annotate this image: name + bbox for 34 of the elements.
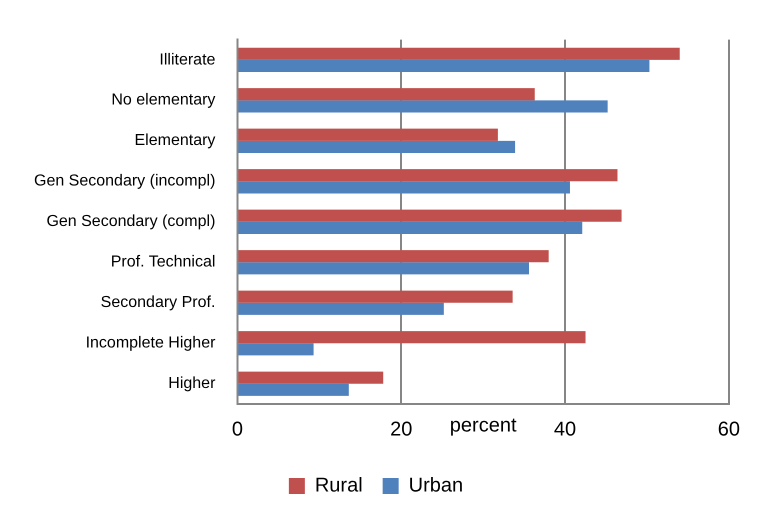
legend-label: Rural — [314, 474, 363, 497]
bar — [238, 250, 549, 262]
y-tick-label: Gen Secondary (compl) — [46, 213, 216, 230]
y-tick-label: Secondary Prof. — [100, 294, 216, 312]
bar — [238, 60, 650, 72]
x-tick-label: 20 — [390, 418, 412, 441]
bar — [238, 343, 314, 356]
x-tick-label: 60 — [718, 418, 740, 441]
bar — [238, 100, 608, 112]
bar — [238, 384, 349, 396]
bar — [238, 128, 498, 141]
bar — [238, 48, 680, 60]
bar — [238, 181, 570, 194]
bar — [238, 262, 530, 274]
y-tick-label: Elementary — [134, 132, 216, 150]
bar — [238, 140, 516, 153]
bar — [238, 210, 622, 222]
bar — [238, 302, 444, 315]
y-tick-label: Illiterate — [159, 51, 216, 68]
bar — [238, 372, 384, 384]
bar — [238, 169, 618, 182]
y-tick-label: Gen Secondary (incompl) — [34, 172, 216, 190]
y-tick-label: Higher — [168, 375, 216, 392]
x-tick-label: 40 — [554, 418, 576, 441]
bar — [238, 88, 535, 100]
bar — [238, 290, 513, 303]
x-tick-label: 0 — [232, 418, 243, 441]
bar — [238, 222, 582, 234]
bar — [238, 331, 586, 344]
legend-label: Urban — [408, 474, 464, 497]
y-tick-label: No elementary — [111, 92, 216, 109]
x-axis-title: percent — [450, 414, 517, 437]
y-tick-label: Incomplete Higher — [86, 334, 216, 352]
y-tick-label: Prof. Technical — [110, 254, 216, 271]
